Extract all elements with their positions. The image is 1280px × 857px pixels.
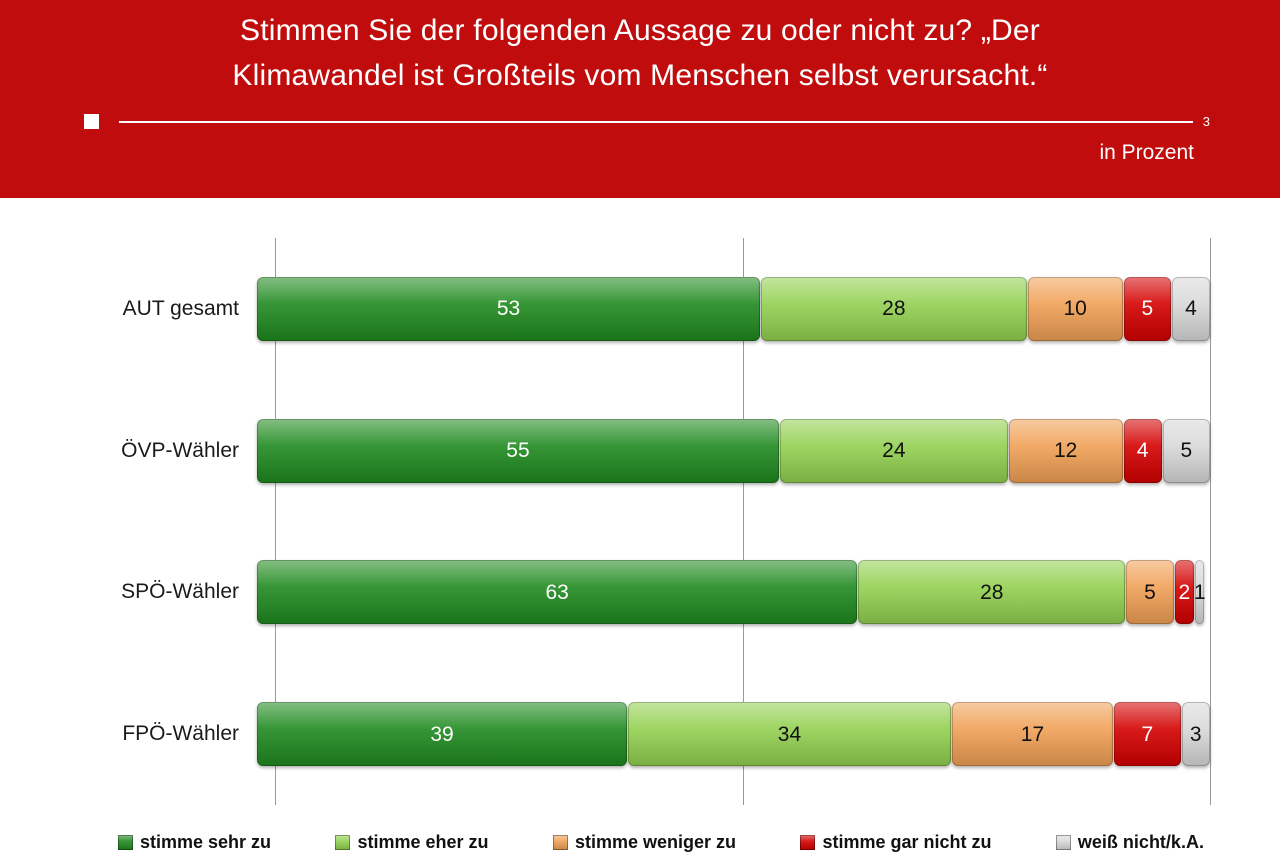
bar-value-label: 12: [1053, 439, 1078, 463]
legend-item: stimme gar nicht zu: [800, 832, 991, 853]
legend-item: stimme eher zu: [335, 832, 489, 853]
category-label: FPÖ-Wähler: [122, 722, 239, 746]
bar-track: 39 34 17 7 3: [257, 702, 1210, 767]
bar-segment: 17: [951, 702, 1114, 767]
bar-segment: 1: [1193, 560, 1206, 625]
bar-segment: 24: [779, 418, 1008, 483]
legend-item: stimme sehr zu: [118, 832, 271, 853]
chart-row: SPÖ-Wähler 63 28 5 2 1: [0, 522, 1210, 664]
legend-item: weiß nicht/k.A.: [1055, 832, 1204, 853]
bar-track: 55 24 12 4 5: [257, 418, 1210, 483]
bar-value-label: 63: [545, 580, 569, 604]
gridline: [1210, 238, 1211, 805]
page-title: Stimmen Sie der folgenden Aussage zu ode…: [0, 0, 1280, 98]
bar-value-label: 1: [1193, 580, 1206, 604]
chart-row: FPÖ-Wähler 39 34 17 7 3: [0, 663, 1210, 805]
legend-label: stimme weniger zu: [574, 832, 737, 852]
category-label: SPÖ-Wähler: [121, 580, 239, 604]
chart-rows: AUT gesamt 53 28 10 5 4 ÖVP-Wähler 55 24 12 4 5 SPÖ-…: [0, 238, 1210, 805]
legend-item: stimme weniger zu: [552, 832, 737, 853]
title-line-2: Klimawandel ist Großteils vom Menschen s…: [232, 59, 1048, 92]
bar-value-label: 34: [777, 722, 802, 746]
category-label: AUT gesamt: [122, 296, 239, 320]
bar-value-label: 7: [1141, 722, 1154, 746]
bar-segment: 34: [628, 702, 951, 767]
bar-value-label: 17: [1020, 722, 1045, 746]
bar-track: 63 28 5 2 1: [257, 560, 1210, 625]
bar-track: 53 28 10 5 4: [257, 276, 1210, 341]
unit-label: in Prozent: [1099, 141, 1194, 164]
header-banner: Stimmen Sie der folgenden Aussage zu ode…: [0, 0, 1280, 198]
bar-segment: 7: [1114, 702, 1181, 767]
bar-value-label: 53: [496, 297, 521, 321]
divider-line: [119, 120, 1193, 123]
bar-value-label: 5: [1144, 580, 1156, 604]
chart-area: AUT gesamt 53 28 10 5 4 ÖVP-Wähler 55 24 12 4 5 SPÖ-…: [0, 238, 1280, 857]
legend-marker: [335, 835, 351, 850]
bar-value-label: 2: [1178, 580, 1191, 604]
bar-value-label: 4: [1136, 439, 1149, 463]
bar-segment: 3: [1181, 702, 1210, 767]
legend-label: weiß nicht/k.A.: [1077, 832, 1204, 852]
bar-segment: 5: [1126, 560, 1174, 625]
bar-segment: 63: [257, 560, 858, 625]
bar-segment: 5: [1162, 418, 1210, 483]
bar-segment: 12: [1008, 418, 1123, 483]
bar-value-label: 10: [1063, 297, 1087, 321]
bar-value-label: 4: [1185, 297, 1197, 321]
legend-marker: [1055, 835, 1071, 850]
legend-marker: [552, 835, 568, 850]
legend-label: stimme eher zu: [357, 832, 489, 852]
bar-segment: 5: [1123, 276, 1172, 341]
bar-segment: 4: [1172, 276, 1210, 341]
legend-marker: [800, 835, 816, 850]
chart-row: ÖVP-Wähler 55 24 12 4 5: [0, 380, 1210, 522]
title-line-1: Stimmen Sie der folgenden Aussage zu ode…: [240, 14, 1040, 47]
bar-segment: 4: [1123, 418, 1162, 483]
bar-value-label: 28: [980, 580, 1004, 604]
legend-label: stimme gar nicht zu: [822, 832, 992, 852]
legend-label: stimme sehr zu: [140, 832, 272, 852]
title-divider-row: 3: [84, 114, 1210, 129]
bar-segment: 2: [1174, 560, 1194, 625]
bar-value-label: 24: [882, 439, 906, 463]
bar-value-label: 5: [1141, 297, 1154, 321]
chart-row: AUT gesamt 53 28 10 5 4: [0, 238, 1210, 380]
legend: stimme sehr zu stimme eher zu stimme wenig…: [118, 832, 1204, 853]
bar-value-label: 28: [882, 297, 906, 321]
bar-segment: 39: [257, 702, 628, 767]
legend-marker: [118, 835, 133, 850]
gridline: [275, 238, 276, 805]
slide-number: 3: [1202, 114, 1210, 129]
bullet-marker: [84, 114, 99, 129]
bar-segment: 10: [1027, 276, 1123, 341]
plot-gridlines: [275, 238, 1211, 805]
bar-value-label: 3: [1189, 722, 1202, 746]
bar-value-label: 55: [506, 439, 530, 463]
bar-value-label: 5: [1180, 439, 1193, 463]
bar-segment: 55: [257, 418, 779, 483]
bar-segment: 53: [257, 276, 760, 341]
category-label: ÖVP-Wähler: [121, 438, 239, 462]
gridline: [742, 238, 744, 805]
bar-segment: 28: [858, 560, 1126, 625]
bar-segment: 28: [760, 276, 1027, 341]
bar-value-label: 39: [430, 722, 454, 746]
